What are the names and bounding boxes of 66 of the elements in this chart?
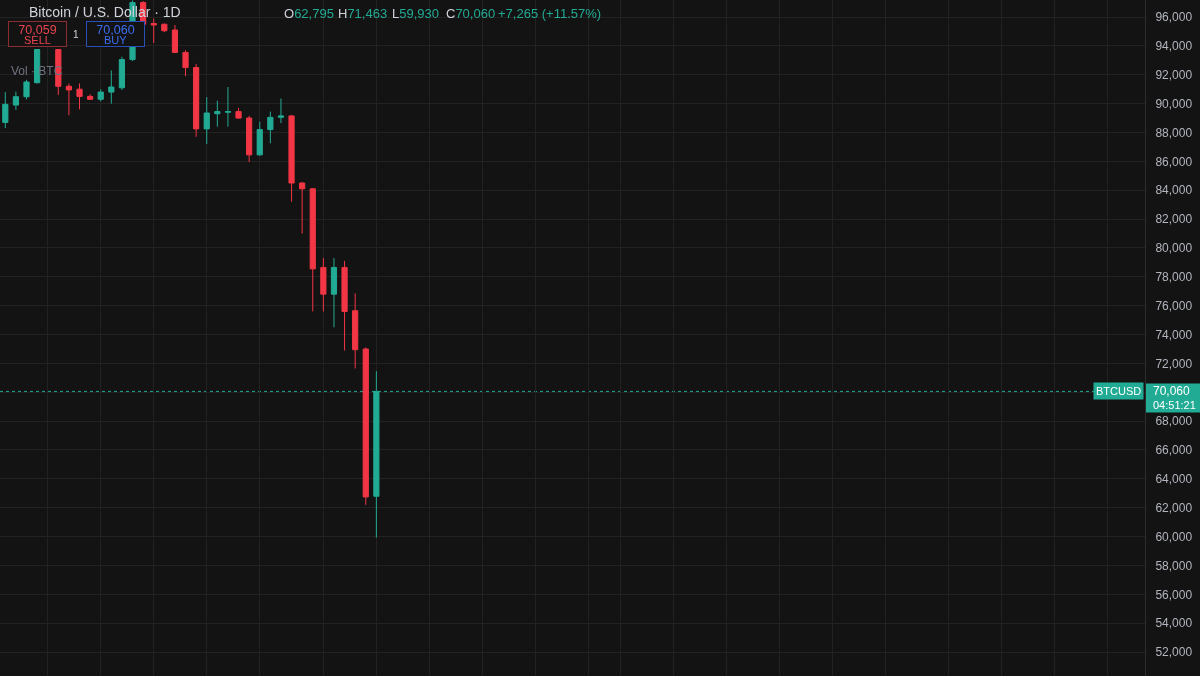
candlestick (288, 114, 295, 203)
y-tick-label: 62,000 (1155, 500, 1193, 515)
candlestick (65, 82, 73, 116)
candlestick (182, 49, 189, 77)
candlestick (362, 347, 369, 506)
candlestick (352, 292, 359, 369)
y-tick-label: 68,000 (1155, 414, 1193, 429)
y-tick-label: 78,000 (1155, 270, 1193, 285)
y-tick-label: 80,000 (1155, 241, 1193, 256)
candlestick (97, 88, 104, 102)
annotation: 70,060 (96, 23, 135, 37)
y-tick-label: 60,000 (1155, 529, 1193, 544)
candlestick (161, 23, 168, 33)
candlestick (12, 91, 19, 111)
y-tick-label: 76,000 (1155, 298, 1193, 313)
annotation: L59,930 (392, 6, 439, 21)
candlestick (246, 115, 253, 163)
candlestick (108, 69, 115, 105)
y-tick-label: 90,000 (1155, 96, 1193, 111)
annotation: +7,265 (+11.57%) (498, 6, 602, 21)
y-tick-label: 58,000 (1155, 558, 1193, 573)
text: 04:51:21 (1153, 399, 1196, 411)
candlestick (171, 24, 179, 54)
y-tick-label: 66,000 (1155, 443, 1193, 458)
candlestick (2, 91, 9, 129)
candlestick (203, 96, 210, 145)
candlestick (23, 79, 30, 100)
annotation: H71,463 (338, 6, 388, 21)
annotation: C70,060 (446, 6, 496, 21)
candlestick (87, 93, 94, 101)
y-tick-label: 54,000 (1155, 616, 1193, 631)
annotation: 1 (73, 29, 79, 40)
candlestick (150, 17, 157, 44)
annotation: SELL (24, 34, 51, 46)
y-tick-label: 88,000 (1155, 125, 1193, 140)
candlestick (214, 100, 221, 128)
candlestick (341, 260, 348, 351)
y-tick-label: 64,000 (1155, 472, 1193, 487)
candlestick (277, 98, 285, 124)
candlestick (320, 257, 327, 312)
candlestick (118, 56, 126, 91)
annotation: O62,795 (284, 6, 334, 21)
y-tick-label: 92,000 (1155, 67, 1193, 82)
y-tick-label: 74,000 (1155, 327, 1193, 342)
y-tick-label: 86,000 (1155, 154, 1193, 169)
y-tick-label: 94,000 (1155, 39, 1193, 54)
ref-line-label: 70,060 (1153, 384, 1191, 398)
y-tick-label: 52,000 (1155, 645, 1193, 660)
candlestick (256, 121, 263, 157)
candlestick (34, 49, 41, 84)
candlestick (267, 111, 274, 144)
candlestick (330, 257, 338, 328)
y-tick-label: 56,000 (1155, 587, 1193, 602)
y-tick-label: 82,000 (1155, 212, 1193, 227)
y-tick-label: 72,000 (1155, 356, 1193, 371)
candlestick (193, 63, 200, 138)
candlestick (235, 107, 242, 120)
candlestick (309, 187, 316, 312)
y-tick-label: 84,000 (1155, 183, 1193, 198)
candlestick (76, 82, 83, 110)
annotation: 70,059 (18, 23, 57, 37)
annotation: BTCUSD (1096, 385, 1142, 397)
candlestick (299, 181, 306, 235)
annotation: BUY (104, 34, 128, 46)
y-tick-label: 96,000 (1155, 10, 1193, 25)
candlestick (224, 86, 232, 128)
